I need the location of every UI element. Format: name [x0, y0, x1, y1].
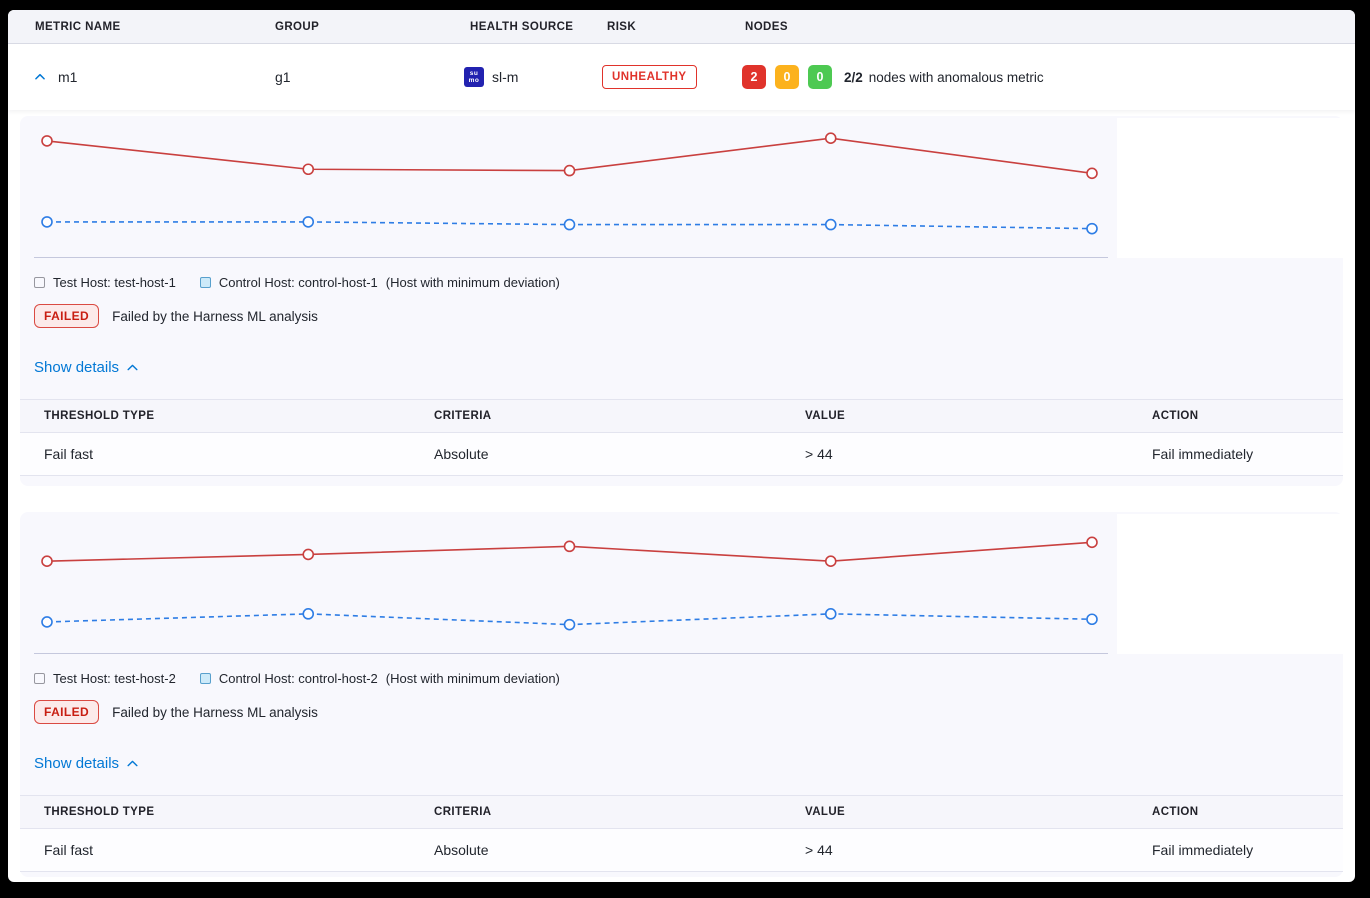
failed-status-message: Failed by the Harness ML analysis [112, 704, 318, 720]
group-name: g1 [275, 69, 291, 85]
health-source-name: sl-m [492, 69, 519, 85]
metric-name-cell: m1 [32, 69, 275, 85]
metric-name: m1 [58, 69, 78, 85]
criteria-value: Absolute [434, 842, 489, 858]
show-details-label: Show details [34, 754, 120, 772]
failed-status-badge: FAILED [34, 304, 100, 328]
chart-legend-1: Test Host: test-host-1 Control Host: con… [34, 274, 1343, 291]
legend-item-test-host[interactable]: Test Host: test-host-2 [34, 671, 176, 686]
threshold-table-1: THRESHOLD TYPE CRITERIA VALUE ACTION Fai… [20, 399, 1343, 476]
anomalous-nodes-summary: nodes with anomalous metric [868, 69, 1044, 85]
host-analysis-section-2: Test Host: test-host-2 Control Host: con… [20, 512, 1353, 877]
column-action: ACTION [1152, 410, 1199, 422]
criteria-value: Absolute [434, 446, 489, 462]
threshold-table-2: THRESHOLD TYPE CRITERIA VALUE ACTION Fai… [20, 795, 1343, 872]
column-threshold-type: THRESHOLD TYPE [44, 806, 155, 818]
action-value: Fail immediately [1152, 446, 1254, 462]
column-group: GROUP [275, 20, 320, 33]
table-header: METRIC NAME GROUP HEALTH SOURCE RISK NOD… [8, 10, 1355, 44]
column-value: VALUE [805, 806, 846, 818]
legend-item-test-host[interactable]: Test Host: test-host-1 [34, 275, 176, 290]
chart-side-panel-2 [1117, 514, 1353, 654]
test-host-swatch-icon [34, 673, 45, 684]
control-host-label: Control Host: control-host-1 [218, 275, 378, 290]
chart-side-panel-1 [1117, 118, 1353, 258]
analysis-status-row-2: FAILED Failed by the Harness ML analysis [34, 699, 1343, 725]
column-action: ACTION [1152, 806, 1199, 818]
metric-row[interactable]: m1 g1 su mo sl-m UNHEALTHY 2 0 0 2/2 nod… [8, 44, 1355, 110]
sumo-logic-icon: su mo [464, 67, 484, 87]
column-criteria: CRITERIA [434, 410, 492, 422]
risk-status-badge: UNHEALTHY [602, 65, 697, 89]
column-value: VALUE [805, 410, 846, 422]
show-details-toggle-2[interactable]: Show details [34, 753, 139, 773]
show-details-label: Show details [34, 358, 120, 376]
minimum-deviation-note: (Host with minimum deviation) [385, 275, 560, 290]
action-value: Fail immediately [1152, 842, 1254, 858]
control-host-label: Control Host: control-host-2 [218, 671, 378, 686]
chart-row-2 [20, 512, 1353, 656]
threshold-table-header: THRESHOLD TYPE CRITERIA VALUE ACTION [20, 399, 1343, 433]
nodes-cell: 2 0 0 2/2 nodes with anomalous metric [742, 65, 1355, 89]
failed-status-badge: FAILED [34, 700, 100, 724]
group-cell: g1 [275, 69, 464, 85]
test-host-label: Test Host: test-host-1 [53, 275, 176, 290]
chart-row-1 [20, 116, 1353, 260]
legend-item-control-host[interactable]: Control Host: control-host-2 [199, 671, 378, 686]
healthy-node-count-badge: 0 [808, 65, 832, 89]
metric-timeseries-chart-1[interactable] [34, 122, 1108, 258]
column-health-source: HEALTH SOURCE [470, 20, 574, 33]
threshold-type-value: Fail fast [44, 446, 94, 462]
legend-item-control-host[interactable]: Control Host: control-host-1 [199, 275, 378, 290]
threshold-table-row: Fail fast Absolute > 44 Fail immediately [20, 433, 1343, 476]
chevron-up-icon [127, 760, 138, 766]
risk-cell: UNHEALTHY [602, 65, 742, 89]
analysis-status-row-1: FAILED Failed by the Harness ML analysis [34, 303, 1343, 329]
anomalous-nodes-ratio: 2/2 [844, 69, 863, 85]
chart-legend-2: Test Host: test-host-2 Control Host: con… [34, 670, 1343, 687]
collapse-row-button[interactable] [32, 69, 48, 85]
value-value: > 44 [805, 446, 833, 462]
node-count-badges: 2 0 0 [742, 65, 832, 89]
column-metric-name: METRIC NAME [35, 20, 121, 33]
chevron-up-icon [127, 364, 138, 370]
column-criteria: CRITERIA [434, 806, 492, 818]
metrics-analysis-panel: METRIC NAME GROUP HEALTH SOURCE RISK NOD… [8, 10, 1355, 882]
control-host-swatch-icon [199, 673, 211, 684]
failed-status-message: Failed by the Harness ML analysis [112, 308, 318, 324]
value-value: > 44 [805, 842, 833, 858]
unhealthy-node-count-badge: 2 [742, 65, 766, 89]
column-nodes: NODES [745, 20, 788, 33]
threshold-table-header: THRESHOLD TYPE CRITERIA VALUE ACTION [20, 795, 1343, 829]
host-analysis-section-1: Test Host: test-host-1 Control Host: con… [20, 116, 1353, 486]
observe-node-count-badge: 0 [775, 65, 799, 89]
column-threshold-type: THRESHOLD TYPE [44, 410, 155, 422]
test-host-swatch-icon [34, 277, 45, 288]
show-details-toggle-1[interactable]: Show details [34, 357, 139, 377]
minimum-deviation-note: (Host with minimum deviation) [385, 671, 560, 686]
control-host-swatch-icon [199, 277, 211, 288]
health-source-cell: su mo sl-m [464, 67, 602, 87]
metric-timeseries-chart-2[interactable] [34, 518, 1108, 654]
chevron-up-icon [35, 73, 45, 80]
threshold-table-row: Fail fast Absolute > 44 Fail immediately [20, 829, 1343, 872]
column-risk: RISK [607, 20, 637, 33]
threshold-type-value: Fail fast [44, 842, 94, 858]
test-host-label: Test Host: test-host-2 [53, 671, 176, 686]
